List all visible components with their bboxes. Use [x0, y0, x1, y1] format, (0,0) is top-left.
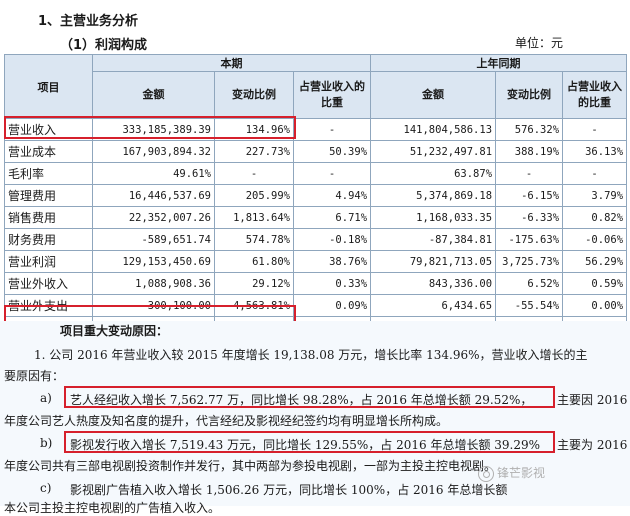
table-row: 毛利率 49.61% - -63.87% - - — [4, 162, 628, 185]
table-row: 销售费用 22,352,007.26 1,813.64% 6.71% 1,168,033… — [4, 206, 628, 229]
cell-pri-share: 3.79% — [562, 184, 628, 207]
cell-cur-change: 205.99% — [214, 184, 294, 207]
row-label: 营业外收入 — [4, 272, 93, 295]
header-current-period: 本期 — [91, 54, 372, 72]
note-b-label: b) — [40, 436, 53, 450]
highlight-note-b-box — [64, 431, 555, 453]
unit-label: 单位：元 — [515, 36, 564, 50]
highlight-revenue-box — [4, 116, 296, 139]
note-a-line2: 年度公司艺人热度及知名度的提升，代言经纪及影视经纪签约均有明显增长所构成。 — [4, 414, 449, 428]
cell-cur-amount: 129,153,450.69 — [92, 250, 215, 273]
cell-pri-change: 388.19% — [495, 140, 564, 163]
cell-pri-share: - — [562, 162, 628, 185]
cell-pri-share: -0.06% — [562, 228, 628, 251]
cell-cur-change: 574.78% — [214, 228, 294, 251]
cell-pri-change: -6.33% — [495, 206, 564, 229]
cell-cur-share: 50.39% — [292, 140, 372, 163]
cell-cur-amount: -589,651.74 — [92, 228, 215, 251]
note-p1-line1: 1. 公司 2016 年营业收入较 2015 年度增长 19,138.08 万元… — [34, 348, 588, 362]
notes-section: 项目重大变动原因： 1. 公司 2016 年营业收入较 2015 年度增长 19… — [0, 321, 630, 515]
watermark: 锋芒影视 — [478, 464, 545, 482]
note-b-highlight: 影视发行收入增长 7,519.43 万元，同比增长 129.55%，占 2016… — [70, 438, 541, 452]
cell-cur-change: 1,813.64% — [214, 206, 294, 229]
cell-pri-change: -55.54% — [495, 294, 564, 317]
table-row: 管理费用 16,446,537.69 205.99% 4.94% 5,374,869.1… — [4, 184, 628, 207]
note-a-rest: 主要因 2016 — [557, 393, 628, 407]
table-row: 营业外收入 1,088,908.36 29.12% 0.33% 843,336.00 6.… — [4, 272, 628, 295]
note-p1-line2: 要原因有： — [4, 369, 65, 383]
cell-pri-amount: -87,384.81 — [370, 228, 497, 251]
header-pri-amount: 金额 — [370, 71, 497, 119]
row-label: 营业利润 — [4, 250, 93, 273]
cell-cur-share: 6.71% — [292, 206, 372, 229]
cell-pri-amount: 843,336.00 — [370, 272, 497, 295]
row-label: 销售费用 — [4, 206, 93, 229]
cell-cur-change: 227.73% — [214, 140, 294, 163]
cell-cur-share: 0.33% — [292, 272, 372, 295]
header-item: 项目 — [4, 54, 93, 119]
cell-cur-share: - — [292, 118, 372, 141]
row-label: 财务费用 — [4, 228, 93, 251]
cell-cur-share: -0.18% — [292, 228, 372, 251]
cell-pri-share: - — [562, 118, 628, 141]
section-title: 1、主营业务分析 — [38, 14, 139, 29]
table-row: 营业利润 129,153,450.69 61.80% 38.76% 79,821,713… — [4, 250, 628, 273]
cell-pri-change: 576.32% — [495, 118, 564, 141]
header-pri-change: 变动比例 — [495, 71, 564, 119]
cell-pri-amount: 51,232,497.81 — [370, 140, 497, 163]
cell-cur-amount: 16,446,537.69 — [92, 184, 215, 207]
cell-pri-change: 3,725.73% — [495, 250, 564, 273]
note-c-text: 影视剧广告植入收入增长 1,506.26 万元，同比增长 100%，占 2016… — [70, 483, 508, 497]
cell-pri-change: -175.63% — [495, 228, 564, 251]
notes-heading: 项目重大变动原因： — [60, 324, 169, 338]
cell-pri-change: 6.52% — [495, 272, 564, 295]
header-pri-share: 占营业收入的比重 — [562, 71, 628, 119]
note-a-highlight: 艺人经纪收入增长 7,562.77 万，同比增长 98.28%，占 2016 年… — [70, 393, 533, 407]
table-row: 营业成本 167,903,894.32 227.73% 50.39% 51,232,49… — [4, 140, 628, 163]
cell-pri-share: 0.00% — [562, 294, 628, 317]
cell-cur-amount: 167,903,894.32 — [92, 140, 215, 163]
cell-pri-share: 36.13% — [562, 140, 628, 163]
cell-pri-amount: 6,434.65 — [370, 294, 497, 317]
cell-pri-share: 56.29% — [562, 250, 628, 273]
watermark-icon — [478, 465, 494, 482]
cell-cur-amount: 1,088,908.36 — [92, 272, 215, 295]
header-prior-period: 上年同期 — [370, 54, 628, 72]
note-b-rest: 主要为 2016 — [557, 438, 628, 452]
row-label: 管理费用 — [4, 184, 93, 207]
cell-pri-amount: 79,821,713.05 — [370, 250, 497, 273]
note-a-label: a) — [40, 391, 52, 405]
cell-cur-share: - — [292, 162, 372, 185]
cell-pri-amount: 5,374,869.18 — [370, 184, 497, 207]
cell-pri-amount: 141,804,586.13 — [370, 118, 497, 141]
note-b-line2: 年度公司共有三部电视剧投资制作并发行，其中两部为参投电视剧，一部为主投主控电视剧… — [4, 459, 497, 473]
watermark-text: 锋芒影视 — [497, 466, 546, 480]
cell-cur-change: 29.12% — [214, 272, 294, 295]
row-label: 营业成本 — [4, 140, 93, 163]
cell-pri-change: - — [495, 162, 564, 185]
cell-cur-share: 4.94% — [292, 184, 372, 207]
cell-cur-share: 0.09% — [292, 294, 372, 317]
cell-cur-change: 61.80% — [214, 250, 294, 273]
note-c-label: c) — [40, 481, 52, 495]
cell-pri-share: 0.59% — [562, 272, 628, 295]
header-cur-amount: 金额 — [92, 71, 215, 119]
highlight-note-a-box — [64, 386, 555, 408]
note-c-line2: 本公司主投主控电视剧的广告植入收入。 — [4, 501, 221, 515]
cell-pri-amount: 1,168,033.35 — [370, 206, 497, 229]
cell-pri-amount: 63.87% — [370, 162, 497, 185]
header-cur-change: 变动比例 — [214, 71, 294, 119]
row-label: 毛利率 — [4, 162, 93, 185]
profit-table: 项目 本期 上年同期 金额 变动比例 占营业收入的比重 金额 变动比例 占营业收… — [4, 54, 628, 339]
cell-pri-change: -6.15% — [495, 184, 564, 207]
table-row: 财务费用 -589,651.74 574.78% -0.18% -87,384.81 -1… — [4, 228, 628, 251]
cell-cur-change: - — [214, 162, 294, 185]
cell-cur-share: 38.76% — [292, 250, 372, 273]
cell-cur-amount: 22,352,007.26 — [92, 206, 215, 229]
profit-structure-title: （1）利润构成 — [60, 38, 148, 53]
cell-pri-share: 0.82% — [562, 206, 628, 229]
cell-cur-amount: 49.61% — [92, 162, 215, 185]
header-cur-share: 占营业收入的比重 — [292, 71, 372, 119]
